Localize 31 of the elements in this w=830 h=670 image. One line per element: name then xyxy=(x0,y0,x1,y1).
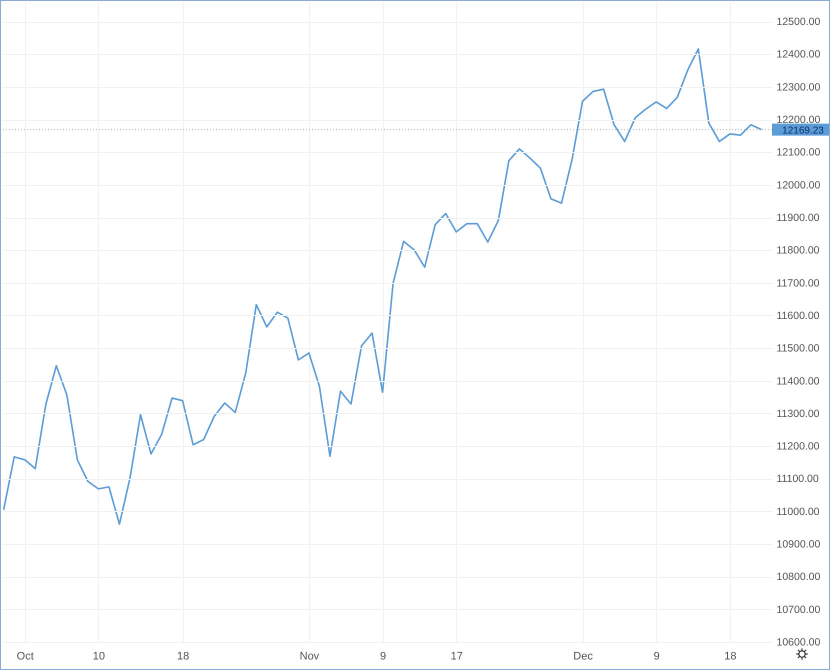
ref-line-label: 12169.23 xyxy=(782,126,824,137)
y-tick-label: 11600.00 xyxy=(776,310,820,322)
x-tick-label: 9 xyxy=(654,650,660,662)
x-tick-label: Dec xyxy=(573,650,594,662)
y-tick-label: 11100.00 xyxy=(776,473,819,486)
y-tick-label: 11200.00 xyxy=(776,440,820,453)
y-tick-label: 10900.00 xyxy=(776,538,820,551)
y-tick-label: 10800.00 xyxy=(776,571,820,584)
y-tick-label: 11400.00 xyxy=(776,375,820,388)
y-tick-label: 12200.00 xyxy=(776,114,820,126)
y-tick-label: 12400.00 xyxy=(776,48,820,61)
x-tick-label: Nov xyxy=(300,650,320,662)
x-tick-label: 17 xyxy=(450,650,463,662)
y-tick-label: 11300.00 xyxy=(776,408,820,420)
y-tick-label: 11500.00 xyxy=(776,342,820,355)
x-tick-label: 9 xyxy=(380,650,386,662)
x-tick-label: 18 xyxy=(724,650,737,662)
y-tick-label: 12100.00 xyxy=(776,146,820,159)
x-tick-label: 18 xyxy=(176,650,190,662)
y-tick-label: 11000.00 xyxy=(776,506,820,518)
y-tick-label: 12000.00 xyxy=(776,179,820,192)
line-series xyxy=(2,48,762,525)
y-tick-label: 12500.00 xyxy=(776,16,820,28)
y-tick-label: 11900.00 xyxy=(776,212,820,224)
x-tick-label: 10 xyxy=(92,650,106,662)
x-tick-label: Oct xyxy=(16,650,34,662)
y-tick-label: 10700.00 xyxy=(776,604,820,616)
y-tick-label: 10600.00 xyxy=(776,636,820,648)
y-tick-label: 11800.00 xyxy=(776,244,820,257)
y-tick-label: 11700.00 xyxy=(776,277,820,290)
y-tick-label: 12300.00 xyxy=(776,81,820,94)
